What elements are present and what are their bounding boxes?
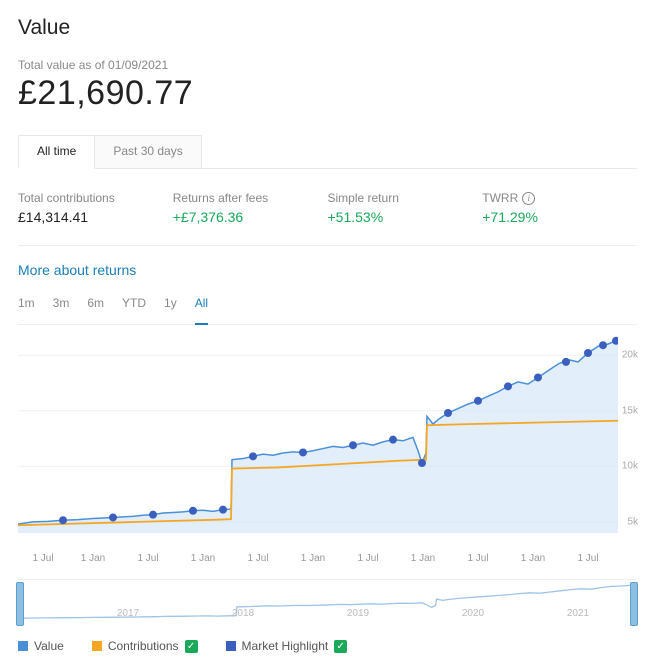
range-tabs: 1m 3m 6m YTD 1y All (18, 296, 637, 325)
metric-simple: Simple return +51.53% (328, 191, 483, 225)
legend-item-value[interactable]: Value (18, 639, 64, 653)
metrics-row: Total contributions £14,314.41 Returns a… (18, 191, 637, 246)
minimap-year-label: 2020 (462, 608, 484, 619)
tab-past-30-days[interactable]: Past 30 days (95, 135, 201, 168)
swatch-icon (226, 641, 236, 651)
x-tick-label: 1 Jan (521, 553, 545, 564)
range-tab-6m[interactable]: 6m (87, 296, 104, 316)
metric-twrr: TWRR i +71.29% (482, 191, 637, 225)
major-tabs: All timePast 30 days (18, 135, 637, 169)
x-axis-labels: 1 Jul 1 Jan 1 Jul 1 Jan 1 Jul 1 Jan 1 Jul 1 Jan… (18, 553, 618, 569)
metric-returns: Returns after fees +£7,376.36 (173, 191, 328, 225)
minimap-year-label: 2019 (347, 608, 369, 619)
check-icon: ✓ (334, 640, 347, 653)
x-tick-label: 1 Jul (467, 553, 488, 564)
x-tick-label: 1 Jul (357, 553, 378, 564)
minimap-year-label: 2021 (567, 608, 589, 619)
range-tab-3m[interactable]: 3m (53, 296, 70, 316)
tab-all-time[interactable]: All time (18, 135, 95, 169)
x-tick-label: 1 Jul (32, 553, 53, 564)
range-tab-all[interactable]: All (195, 296, 208, 325)
legend-label: Market Highlight (242, 639, 329, 653)
minimap-handle-left[interactable] (16, 582, 24, 626)
range-tab-1m[interactable]: 1m (18, 296, 35, 316)
info-icon[interactable]: i (522, 192, 535, 205)
minimap-handle-right[interactable] (630, 582, 638, 626)
metric-label: Total contributions (18, 191, 173, 205)
minimap-year-label: 2017 (117, 608, 139, 619)
more-returns-link[interactable]: More about returns (18, 262, 637, 278)
range-tab-ytd[interactable]: YTD (122, 296, 146, 316)
swatch-icon (18, 641, 28, 651)
metric-label: Simple return (328, 191, 483, 205)
check-icon: ✓ (185, 640, 198, 653)
legend-label: Contributions (108, 639, 179, 653)
y-tick-label: 20k (622, 350, 638, 361)
y-tick-label: 15k (622, 405, 638, 416)
x-tick-label: 1 Jan (191, 553, 215, 564)
legend-label: Value (34, 639, 64, 653)
x-tick-label: 1 Jul (577, 553, 598, 564)
x-tick-label: 1 Jan (301, 553, 325, 564)
metric-value: +51.53% (328, 209, 483, 225)
x-tick-label: 1 Jul (247, 553, 268, 564)
metric-label-text: TWRR (482, 191, 518, 205)
swatch-icon (92, 641, 102, 651)
metric-value: £14,314.41 (18, 209, 173, 225)
total-value: £21,690.77 (18, 74, 637, 113)
legend-item-contributions[interactable]: Contributions ✓ (92, 639, 198, 653)
x-tick-label: 1 Jul (137, 553, 158, 564)
y-tick-label: 5k (627, 516, 638, 527)
page-title: Value (18, 16, 637, 40)
minimap-year-label: 2018 (232, 608, 254, 619)
y-tick-label: 10k (622, 461, 638, 472)
x-tick-label: 1 Jan (81, 553, 105, 564)
metric-value: +71.29% (482, 209, 637, 225)
legend: Value Contributions ✓ Market Highlight ✓ (18, 639, 637, 653)
legend-item-market-highlight[interactable]: Market Highlight ✓ (226, 639, 348, 653)
metric-label: Returns after fees (173, 191, 328, 205)
asof-label: Total value as of 01/09/2021 (18, 58, 637, 72)
metric-contributions: Total contributions £14,314.41 (18, 191, 173, 225)
metric-label: TWRR i (482, 191, 637, 205)
x-tick-label: 1 Jan (411, 553, 435, 564)
range-tab-1y[interactable]: 1y (164, 296, 177, 316)
metric-value: +£7,376.36 (173, 209, 328, 225)
main-chart[interactable]: 5k 10k 15k 20k (18, 333, 636, 553)
minimap[interactable]: 2017 2018 2019 2020 2021 (18, 579, 636, 631)
